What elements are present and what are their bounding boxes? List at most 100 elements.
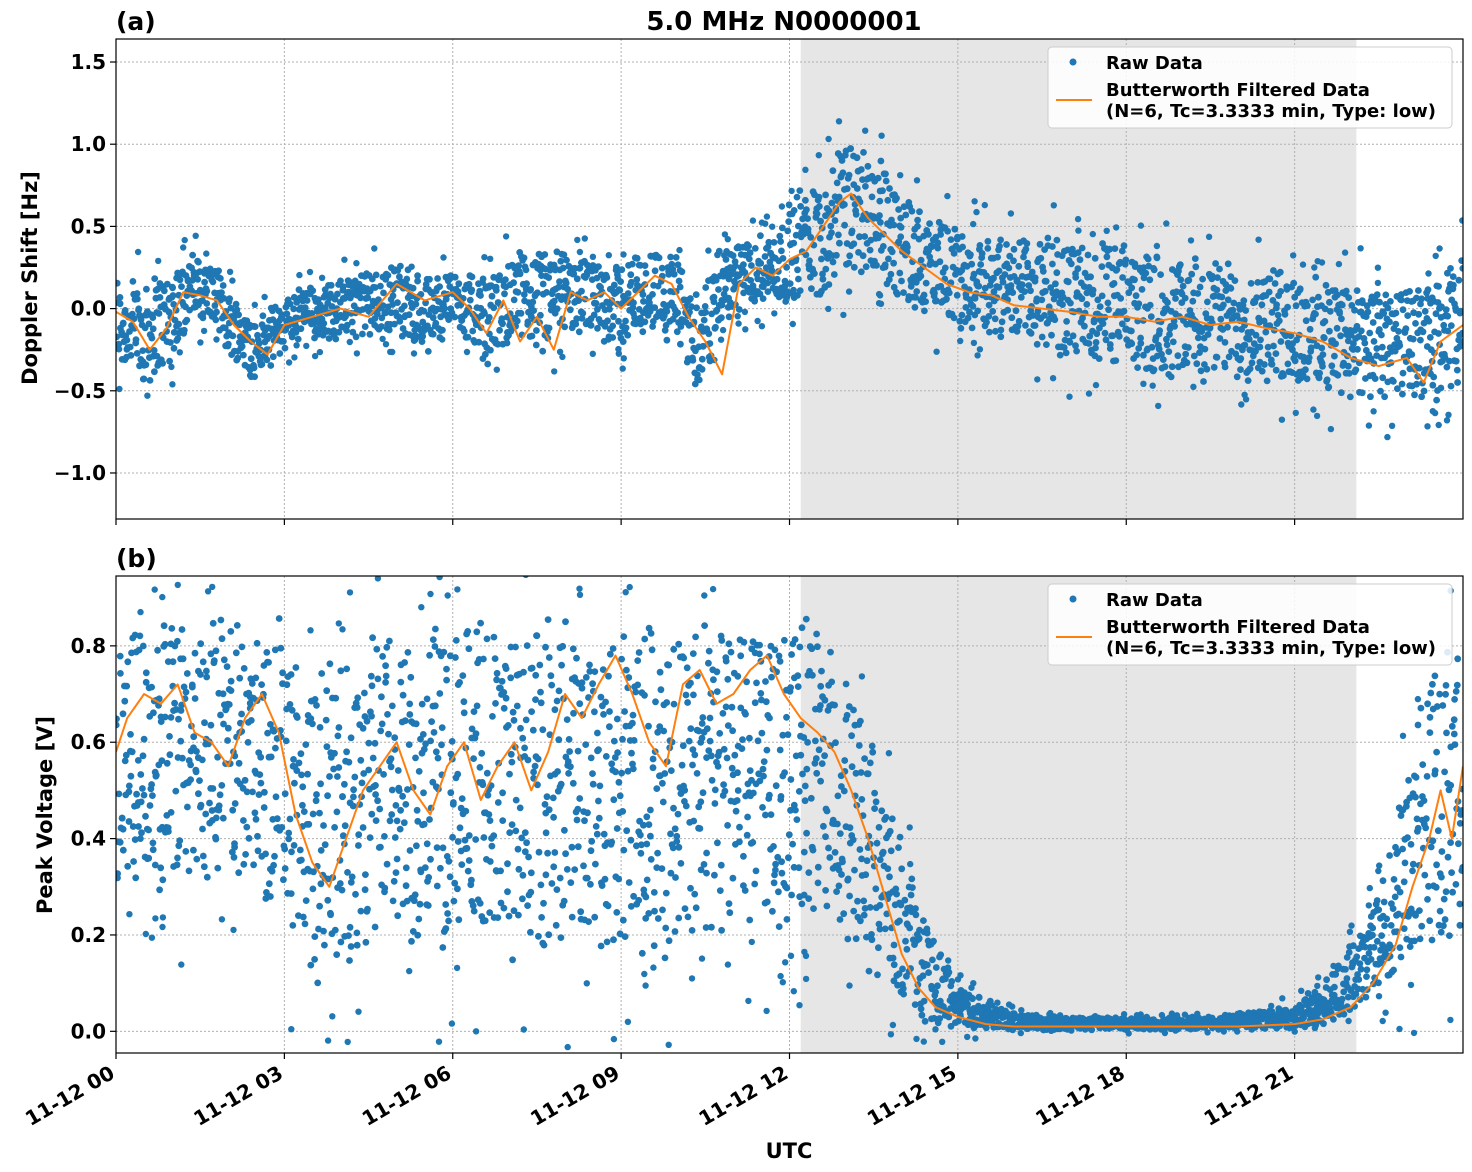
raw-point [744,813,751,821]
raw-point [957,324,965,332]
raw-point [287,671,295,678]
raw-point [1452,357,1460,365]
raw-point-outlier [1310,406,1317,413]
raw-point [598,882,606,889]
raw-point [420,789,427,797]
raw-point [406,700,414,708]
raw-point [230,853,238,861]
raw-point [551,297,558,305]
raw-point [378,323,385,330]
raw-point [389,292,397,300]
raw-point [502,694,510,702]
raw-point [219,814,227,822]
raw-point [844,875,852,883]
raw-point [1229,306,1237,314]
raw-point [790,286,797,294]
raw-point [1450,281,1457,289]
raw-point [270,727,278,735]
raw-point [830,271,838,278]
raw-point [382,679,389,686]
raw-point [590,311,598,319]
raw-point [595,746,602,754]
raw-point [465,645,473,653]
raw-point [806,257,813,265]
raw-point [863,933,870,941]
raw-point [983,318,990,326]
raw-point [184,803,191,811]
raw-point [402,801,410,808]
raw-point [191,695,199,702]
raw-point [149,839,157,847]
raw-point [124,658,132,666]
raw-point [589,780,597,788]
raw-point [489,713,496,720]
raw-point [217,711,224,719]
raw-point [770,239,778,246]
raw-point [692,904,700,912]
raw-point [457,301,465,309]
raw-point [1302,317,1310,325]
raw-point [878,807,886,815]
raw-point [116,345,123,353]
raw-point [443,676,450,684]
raw-point [324,896,332,904]
raw-point [833,251,840,259]
raw-point [618,769,625,777]
raw-point [718,637,726,644]
raw-point [218,289,225,296]
raw-point [900,203,908,211]
legend-filtered-label-a-line2: (N=6, Tc=3.3333 min, Type: low) [1106,101,1436,122]
raw-point-outlier [1327,425,1335,433]
raw-point [322,716,330,724]
raw-point [520,291,528,298]
raw-point [1028,268,1036,276]
raw-point [602,698,609,706]
raw-point [469,327,477,335]
raw-point [618,655,625,663]
raw-point [1304,302,1311,309]
raw-point [643,813,651,821]
raw-point [729,874,737,882]
raw-point [698,734,706,742]
raw-point [602,753,610,760]
raw-point [534,289,541,297]
raw-point [846,252,854,260]
raw-point [189,251,197,259]
raw-point-outlier [605,252,612,259]
raw-point [466,296,474,304]
raw-point [429,778,437,786]
raw-point [358,779,366,787]
raw-point [519,871,527,879]
raw-point [1099,320,1107,327]
raw-point [610,737,618,745]
raw-point [166,733,173,740]
raw-point [345,758,353,766]
raw-point [910,232,918,240]
raw-point [529,298,537,306]
raw-point [658,865,666,872]
raw-point [1201,345,1209,353]
raw-point [879,187,886,195]
raw-point [1444,269,1451,277]
raw-point [978,250,986,257]
raw-point [155,310,163,317]
raw-point [521,829,529,836]
raw-point [369,754,377,762]
raw-point [476,899,484,907]
raw-point [804,225,812,233]
raw-point [380,771,387,778]
raw-point [1444,327,1452,335]
raw-point [1306,325,1314,333]
raw-point [506,770,513,778]
raw-point [288,333,296,341]
raw-point [688,303,695,310]
raw-point [1076,256,1084,264]
raw-point [712,276,720,284]
raw-point [1342,287,1350,295]
raw-point [359,724,367,732]
raw-point [896,833,904,841]
raw-point [394,912,402,920]
raw-point [659,779,666,787]
raw-point [1096,303,1104,310]
raw-point [419,731,427,738]
